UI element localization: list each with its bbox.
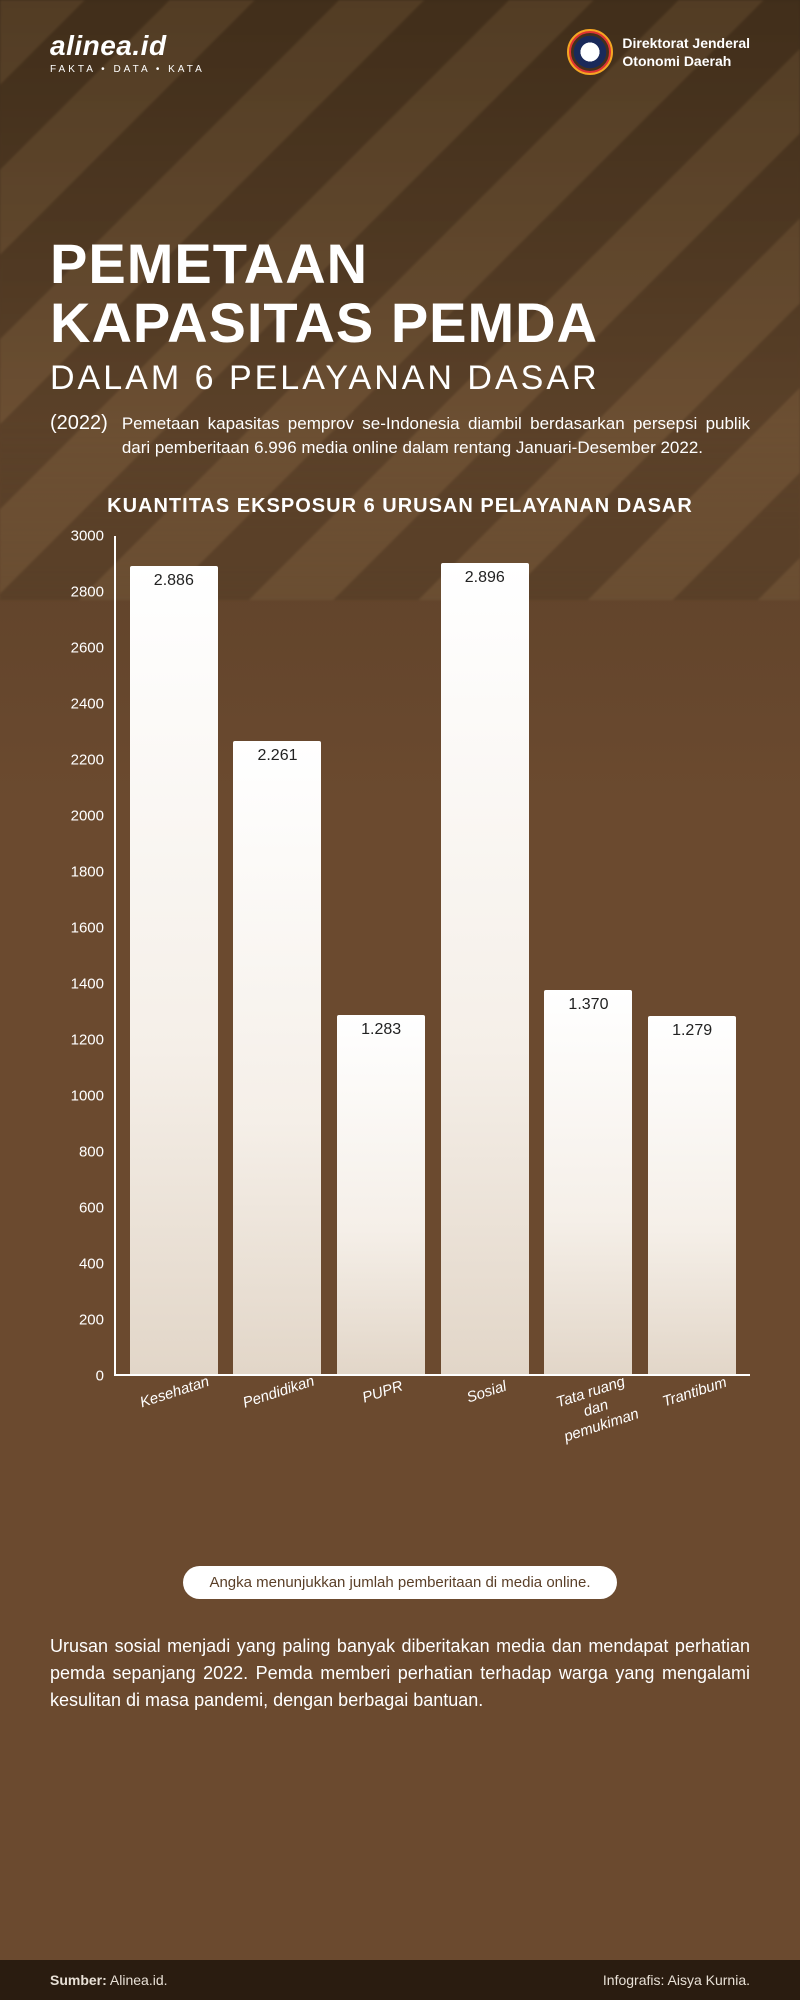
bar bbox=[337, 1015, 425, 1374]
title-year: (2022) bbox=[50, 412, 108, 435]
year-row: (2022) Pemetaan kapasitas pemprov se-Ind… bbox=[50, 412, 750, 461]
y-tick: 2800 bbox=[50, 583, 104, 600]
content: alinea.id FAKTA • DATA • KATA Direktorat… bbox=[0, 0, 800, 1714]
bar-column: 2.261 bbox=[232, 747, 322, 1374]
topbar: alinea.id FAKTA • DATA • KATA Direktorat… bbox=[50, 30, 750, 75]
bar-value-label: 1.279 bbox=[672, 1022, 712, 1040]
x-label: Kesehatan bbox=[126, 1369, 233, 1448]
brand-tagline: FAKTA • DATA • KATA bbox=[50, 64, 205, 75]
title-main-1: PEMETAAN bbox=[50, 235, 750, 294]
y-tick: 1000 bbox=[50, 1087, 104, 1104]
bar bbox=[130, 566, 218, 1374]
bar-column: 1.279 bbox=[647, 1022, 737, 1374]
bar-value-label: 2.896 bbox=[465, 569, 505, 587]
x-label: Pendidikan bbox=[230, 1369, 337, 1448]
y-tick: 1600 bbox=[50, 919, 104, 936]
bar bbox=[544, 990, 632, 1374]
y-tick: 600 bbox=[50, 1199, 104, 1216]
title-main-2: KAPASITAS PEMDA bbox=[50, 294, 750, 353]
bar bbox=[648, 1016, 736, 1374]
y-tick: 2200 bbox=[50, 751, 104, 768]
brand-block: alinea.id FAKTA • DATA • KATA bbox=[50, 30, 205, 75]
description-paragraph: Urusan sosial menjadi yang paling banyak… bbox=[50, 1633, 750, 1714]
infographic-page: alinea.id FAKTA • DATA • KATA Direktorat… bbox=[0, 0, 800, 2000]
x-labels: KesehatanPendidikanPUPRSosialTata ruang … bbox=[114, 1384, 750, 1436]
title-sub: DALAM 6 PELAYANAN DASAR bbox=[50, 359, 750, 398]
bar-column: 1.370 bbox=[543, 996, 633, 1374]
bar bbox=[233, 741, 321, 1374]
title-block: PEMETAAN KAPASITAS PEMDA DALAM 6 PELAYAN… bbox=[50, 235, 750, 461]
bar-value-label: 1.370 bbox=[568, 996, 608, 1014]
gov-logo-icon bbox=[568, 30, 612, 74]
lead-paragraph: Pemetaan kapasitas pemprov se-Indonesia … bbox=[122, 412, 750, 461]
y-tick: 2600 bbox=[50, 639, 104, 656]
note-pill: Angka menunjukkan jumlah pemberitaan di … bbox=[183, 1566, 616, 1599]
y-tick: 3000 bbox=[50, 527, 104, 544]
x-label: Tata ruang dan pemukiman bbox=[542, 1369, 649, 1448]
bar-value-label: 1.283 bbox=[361, 1021, 401, 1039]
y-tick: 200 bbox=[50, 1311, 104, 1328]
y-tick: 1200 bbox=[50, 1031, 104, 1048]
gov-line1: Direktorat Jenderal bbox=[622, 34, 750, 52]
chart-area: 0 200 400 600 800 1000 1200 1400 1600 1800 2000 220… bbox=[50, 536, 750, 1456]
y-axis: 0200400600800100012001400160018002000220… bbox=[50, 536, 114, 1376]
bar-column: 1.283 bbox=[336, 1021, 426, 1374]
footer-credit-value: Aisya Kurnia. bbox=[668, 1972, 750, 1988]
footer-credit-label: Infografis: bbox=[603, 1972, 664, 1988]
bar-value-label: 2.886 bbox=[154, 572, 194, 590]
gov-line2: Otonomi Daerah bbox=[622, 52, 750, 70]
brand-name: alinea.id bbox=[50, 30, 205, 62]
y-tick: 0 bbox=[50, 1367, 104, 1384]
gov-block: Direktorat Jenderal Otonomi Daerah bbox=[568, 30, 750, 74]
y-tick: 1400 bbox=[50, 975, 104, 992]
y-tick: 2000 bbox=[50, 807, 104, 824]
bar-column: 2.896 bbox=[440, 569, 530, 1374]
gov-text: Direktorat Jenderal Otonomi Daerah bbox=[622, 34, 750, 70]
chart-title: KUANTITAS EKSPOSUR 6 URUSAN PELAYANAN DA… bbox=[50, 495, 750, 518]
plot: 2.886 2.261 1.283 2.896 1.370 1.279 bbox=[114, 536, 750, 1376]
x-label: Trantibum bbox=[646, 1369, 753, 1448]
y-tick: 1800 bbox=[50, 863, 104, 880]
footer: Sumber: Alinea.id. Infografis: Aisya Kur… bbox=[0, 1960, 800, 2000]
footer-source-value: Alinea.id. bbox=[110, 1972, 168, 1988]
y-tick: 800 bbox=[50, 1143, 104, 1160]
bars-container: 2.886 2.261 1.283 2.896 1.370 1.279 bbox=[116, 536, 750, 1374]
x-label: Sosial bbox=[438, 1369, 545, 1448]
y-tick: 2400 bbox=[50, 695, 104, 712]
x-label: PUPR bbox=[334, 1369, 441, 1448]
footer-credit: Infografis: Aisya Kurnia. bbox=[603, 1972, 750, 1988]
footer-source: Sumber: Alinea.id. bbox=[50, 1972, 168, 1988]
y-tick: 400 bbox=[50, 1255, 104, 1272]
footer-source-label: Sumber: bbox=[50, 1972, 107, 1988]
bar bbox=[441, 563, 529, 1374]
bar-value-label: 2.261 bbox=[257, 747, 297, 765]
bar-column: 2.886 bbox=[129, 572, 219, 1374]
